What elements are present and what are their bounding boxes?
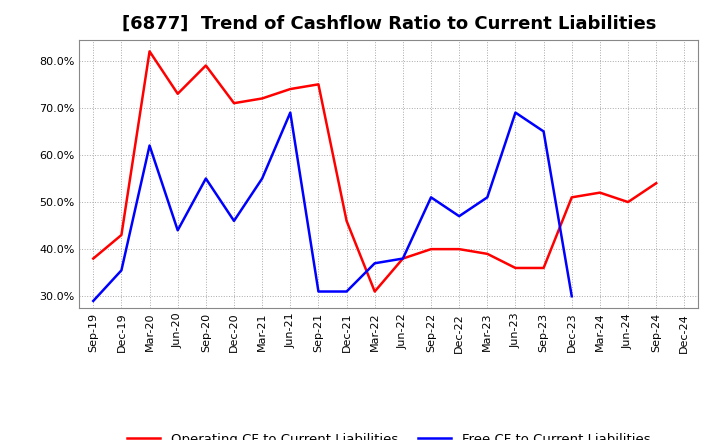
Legend: Operating CF to Current Liabilities, Free CF to Current Liabilities: Operating CF to Current Liabilities, Fre… <box>122 427 655 440</box>
Operating CF to Current Liabilities <box>595 190 604 195</box>
Free CF to Current Liabilities <box>258 176 266 181</box>
Operating CF to Current Liabilities <box>399 256 408 261</box>
Operating CF to Current Liabilities <box>455 246 464 252</box>
Free CF to Current Liabilities <box>511 110 520 115</box>
Free CF to Current Liabilities <box>314 289 323 294</box>
Operating CF to Current Liabilities <box>202 63 210 68</box>
Free CF to Current Liabilities <box>399 256 408 261</box>
Free CF to Current Liabilities <box>202 176 210 181</box>
Operating CF to Current Liabilities <box>483 251 492 257</box>
Free CF to Current Liabilities <box>89 298 98 304</box>
Line: Operating CF to Current Liabilities: Operating CF to Current Liabilities <box>94 51 656 292</box>
Operating CF to Current Liabilities <box>314 82 323 87</box>
Operating CF to Current Liabilities <box>370 289 379 294</box>
Free CF to Current Liabilities <box>427 195 436 200</box>
Free CF to Current Liabilities <box>230 218 238 224</box>
Free CF to Current Liabilities <box>342 289 351 294</box>
Free CF to Current Liabilities <box>174 227 182 233</box>
Operating CF to Current Liabilities <box>89 256 98 261</box>
Line: Free CF to Current Liabilities: Free CF to Current Liabilities <box>94 113 572 301</box>
Title: [6877]  Trend of Cashflow Ratio to Current Liabilities: [6877] Trend of Cashflow Ratio to Curren… <box>122 15 656 33</box>
Operating CF to Current Liabilities <box>539 265 548 271</box>
Operating CF to Current Liabilities <box>174 91 182 96</box>
Operating CF to Current Liabilities <box>427 246 436 252</box>
Operating CF to Current Liabilities <box>567 195 576 200</box>
Operating CF to Current Liabilities <box>258 96 266 101</box>
Free CF to Current Liabilities <box>455 213 464 219</box>
Operating CF to Current Liabilities <box>286 86 294 92</box>
Operating CF to Current Liabilities <box>511 265 520 271</box>
Free CF to Current Liabilities <box>145 143 154 148</box>
Free CF to Current Liabilities <box>370 260 379 266</box>
Operating CF to Current Liabilities <box>230 100 238 106</box>
Operating CF to Current Liabilities <box>652 180 660 186</box>
Free CF to Current Liabilities <box>539 129 548 134</box>
Operating CF to Current Liabilities <box>117 232 126 238</box>
Free CF to Current Liabilities <box>286 110 294 115</box>
Free CF to Current Liabilities <box>567 293 576 299</box>
Free CF to Current Liabilities <box>483 195 492 200</box>
Free CF to Current Liabilities <box>117 268 126 273</box>
Operating CF to Current Liabilities <box>145 49 154 54</box>
Operating CF to Current Liabilities <box>342 218 351 224</box>
Operating CF to Current Liabilities <box>624 199 632 205</box>
